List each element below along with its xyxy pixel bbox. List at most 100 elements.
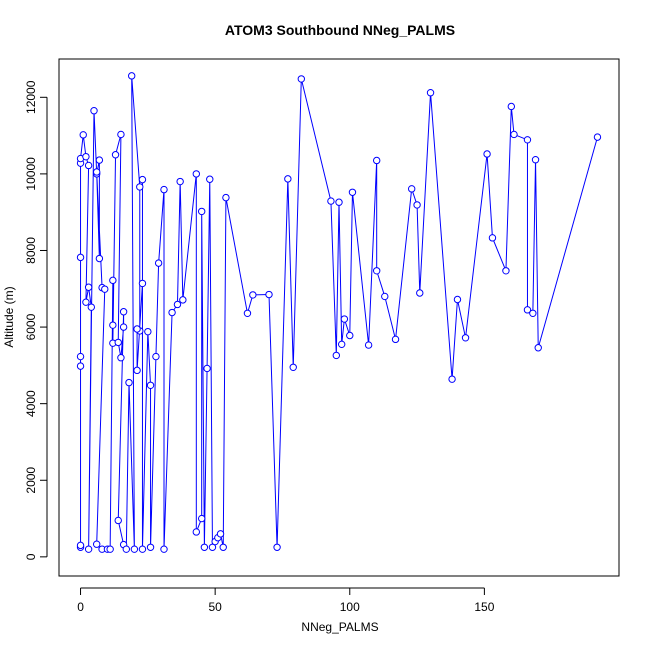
data-point bbox=[79, 131, 87, 139]
data-point bbox=[332, 351, 341, 360]
data-point bbox=[146, 543, 155, 551]
data-point bbox=[273, 543, 281, 551]
data-point bbox=[197, 514, 206, 523]
data-point bbox=[416, 289, 424, 297]
y-tick-label: 6000 bbox=[24, 313, 38, 340]
data-point bbox=[76, 253, 85, 262]
data-point bbox=[243, 309, 252, 317]
data-point bbox=[413, 201, 421, 209]
data-point bbox=[488, 234, 497, 242]
data-point bbox=[114, 516, 122, 525]
data-point bbox=[117, 354, 125, 362]
data-point bbox=[168, 308, 176, 317]
series-line bbox=[80, 75, 598, 551]
x-axis: 0 50 100 150 bbox=[77, 587, 495, 614]
y-axis: 0 2000 4000 6000 8000 10000 12000 bbox=[24, 80, 48, 560]
data-point bbox=[82, 298, 90, 306]
data-point bbox=[483, 150, 491, 158]
y-tick-label: 4000 bbox=[24, 390, 38, 417]
data-point bbox=[146, 381, 155, 389]
data-point bbox=[176, 177, 184, 186]
data-point bbox=[152, 352, 160, 361]
data-point bbox=[119, 323, 128, 331]
data-point bbox=[197, 207, 206, 216]
data-point bbox=[372, 156, 381, 165]
data-point bbox=[127, 72, 136, 80]
data-point bbox=[106, 545, 114, 553]
data-point bbox=[160, 185, 168, 194]
data-point bbox=[84, 283, 93, 291]
data-point bbox=[109, 321, 117, 329]
plot-frame bbox=[58, 58, 620, 577]
y-tick-label: 10000 bbox=[24, 157, 38, 191]
data-point bbox=[90, 107, 98, 115]
data-point bbox=[407, 185, 416, 193]
data-point bbox=[133, 366, 141, 375]
data-point bbox=[125, 378, 133, 387]
data-point bbox=[448, 375, 456, 383]
data-point bbox=[593, 133, 602, 141]
data-point bbox=[144, 327, 152, 336]
data-point bbox=[179, 296, 187, 304]
data-point bbox=[101, 285, 109, 293]
data-point bbox=[84, 161, 93, 170]
data-point bbox=[76, 352, 85, 361]
chart-title: ATOM3 Southbound NNeg_PALMS bbox=[225, 22, 455, 38]
data-point bbox=[138, 279, 147, 288]
data-point bbox=[289, 363, 297, 371]
data-point bbox=[130, 545, 139, 553]
data-point bbox=[173, 300, 182, 309]
data-point bbox=[265, 290, 273, 299]
data-point bbox=[222, 193, 230, 202]
series-layer bbox=[76, 72, 602, 553]
data-point bbox=[200, 543, 209, 551]
data-point bbox=[206, 175, 214, 183]
data-point bbox=[95, 156, 104, 164]
data-point bbox=[136, 183, 144, 191]
data-point bbox=[84, 545, 93, 553]
data-point bbox=[531, 156, 540, 164]
data-point bbox=[76, 362, 85, 370]
data-point bbox=[122, 545, 131, 553]
data-point bbox=[381, 292, 389, 301]
data-point bbox=[453, 295, 462, 304]
data-point bbox=[203, 364, 211, 373]
data-point bbox=[507, 102, 516, 111]
data-point bbox=[249, 291, 257, 299]
data-point bbox=[348, 188, 357, 196]
data-point bbox=[534, 344, 542, 352]
y-tick-label: 0 bbox=[24, 553, 38, 560]
data-point bbox=[82, 152, 90, 161]
data-point bbox=[372, 267, 381, 275]
data-point bbox=[192, 170, 201, 178]
data-point bbox=[138, 545, 147, 553]
y-tick-label: 12000 bbox=[24, 80, 38, 114]
y-tick-label: 8000 bbox=[24, 237, 38, 264]
data-point bbox=[133, 325, 141, 333]
data-point bbox=[529, 309, 537, 317]
x-tick-label: 150 bbox=[474, 600, 494, 614]
data-point bbox=[502, 267, 510, 275]
data-point bbox=[117, 130, 125, 139]
data-point bbox=[335, 198, 343, 206]
data-point bbox=[138, 175, 147, 184]
data-point bbox=[364, 341, 373, 349]
data-point bbox=[461, 334, 470, 342]
data-point bbox=[219, 543, 227, 551]
x-tick-label: 0 bbox=[77, 600, 84, 614]
data-point bbox=[160, 545, 168, 553]
data-point bbox=[76, 541, 85, 550]
data-point bbox=[192, 528, 201, 536]
data-point bbox=[284, 175, 292, 183]
data-point bbox=[87, 303, 96, 311]
y-axis-label: Altitude (m) bbox=[2, 286, 16, 347]
data-point bbox=[297, 75, 306, 83]
data-point bbox=[92, 168, 101, 176]
data-point bbox=[119, 308, 128, 316]
data-point bbox=[337, 340, 346, 349]
data-point bbox=[95, 254, 104, 263]
data-point bbox=[111, 151, 120, 159]
data-point bbox=[391, 335, 400, 344]
data-point bbox=[154, 259, 163, 267]
